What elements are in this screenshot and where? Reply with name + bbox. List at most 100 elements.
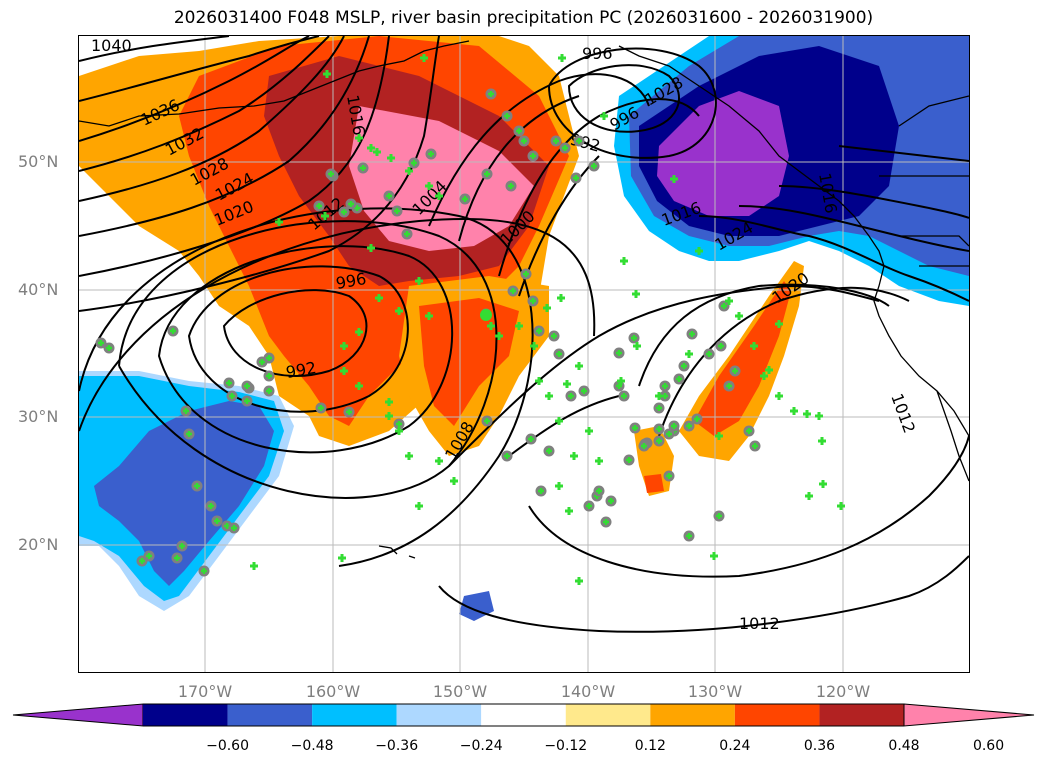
station-plus-marker	[405, 452, 413, 460]
station-plus-marker	[316, 203, 322, 209]
colorbar-tick-label: −0.36	[375, 738, 419, 754]
station-plus-marker	[641, 443, 647, 449]
station-plus-marker	[266, 373, 272, 379]
station-plus-marker	[387, 154, 395, 162]
station-plus-marker	[386, 193, 392, 199]
colorbar-swatch	[734, 704, 820, 726]
station-plus-marker	[671, 423, 677, 429]
station-plus-marker	[530, 153, 536, 159]
station-plus-marker	[521, 138, 527, 144]
station-plus-marker	[536, 328, 542, 334]
station-plus-marker	[415, 277, 423, 285]
station-plus-marker	[338, 554, 346, 562]
station-plus-marker	[450, 477, 458, 485]
station-plus-marker	[555, 482, 563, 490]
station-plus-marker	[323, 70, 331, 78]
station-plus-marker	[750, 342, 758, 350]
station-plus-marker	[508, 183, 514, 189]
station-plus-marker	[340, 367, 348, 375]
lon-label-140w: 140°W	[560, 682, 616, 701]
coastlines	[79, 40, 969, 559]
station-plus-marker	[208, 503, 214, 509]
station-plus-marker	[484, 171, 490, 177]
station-plus-marker	[600, 112, 608, 120]
station-plus-marker	[626, 457, 632, 463]
station-plus-marker	[837, 502, 845, 510]
station-plus-marker	[573, 175, 579, 181]
station-plus-marker	[355, 382, 363, 390]
station-plus-marker	[484, 418, 490, 424]
station-plus-marker	[570, 452, 578, 460]
baja	[936, 390, 969, 482]
station-plus-marker	[686, 533, 692, 539]
station-plus-marker	[367, 144, 375, 152]
station-plus-marker	[608, 498, 614, 504]
station-plus-marker	[565, 507, 573, 515]
station-plus-marker	[174, 555, 180, 561]
hawaii	[378, 545, 416, 559]
station-plus-marker	[545, 392, 553, 400]
station-plus-marker	[555, 417, 563, 425]
station-plus-marker	[603, 519, 609, 525]
station-plus-marker	[194, 483, 200, 489]
station-plus-marker	[488, 91, 494, 97]
station-plus-marker	[231, 525, 237, 531]
station-plus-marker	[725, 297, 733, 305]
station-plus-marker	[425, 312, 433, 320]
colorbar-tick-label: 0.12	[634, 738, 666, 754]
station-plus-marker	[760, 372, 768, 380]
station-plus-marker	[318, 405, 324, 411]
station-plus-marker	[535, 377, 543, 385]
station-plus-marker	[355, 134, 363, 142]
isobar-label-1040: 1040	[91, 36, 132, 55]
colorbar-swatch	[565, 704, 651, 726]
station-plus-marker	[462, 196, 468, 202]
station-plus-marker	[530, 298, 536, 304]
neg-purple	[657, 91, 789, 216]
colorbar-tick-label: −0.24	[459, 738, 503, 754]
station-plus-marker	[694, 416, 700, 422]
colorbar-arrow-high	[903, 703, 1035, 727]
station-plus-marker	[746, 428, 752, 434]
station-plus-marker	[575, 577, 583, 585]
station-plus-marker	[765, 366, 773, 374]
station-plus-marker	[340, 342, 348, 350]
station-plus-marker	[726, 383, 732, 389]
na-west-coast	[838, 200, 969, 437]
station-plus-marker	[775, 320, 783, 328]
colorbar-swatch	[143, 704, 228, 726]
isobar-label-996-top: 996	[582, 44, 613, 63]
station-plus-marker	[775, 392, 783, 400]
station-plus-marker	[523, 271, 529, 277]
station-plus-marker	[528, 436, 534, 442]
station-plus-marker	[686, 423, 692, 429]
lon-label-130w: 130°W	[687, 682, 743, 701]
colorbar-swatch	[819, 704, 904, 726]
map-panel[interactable]: 1040 1036 1032 1028 1024 1020 1016 1012 …	[79, 36, 969, 672]
colorbar-tick-label: 0.24	[719, 738, 751, 754]
isobar-label-1012-r: 1012	[887, 391, 919, 436]
station-plus-marker	[425, 182, 433, 190]
station-plus-marker	[616, 383, 622, 389]
sw-royal	[94, 401, 274, 586]
lon-label-160w: 160°W	[305, 682, 361, 701]
station-plus-marker	[367, 244, 375, 252]
station-plus-marker	[721, 303, 727, 309]
station-plus-marker	[487, 322, 495, 330]
station-plus-marker	[732, 368, 738, 374]
station-plus-marker	[328, 171, 334, 177]
station-plus-marker	[266, 388, 272, 394]
station-plus-marker	[633, 342, 641, 350]
colorbar-tick-label: −0.60	[206, 738, 249, 754]
station-plus-marker	[670, 175, 678, 183]
station-plus-marker	[655, 392, 663, 400]
station-plus-marker	[346, 409, 352, 415]
isobars	[79, 36, 969, 633]
station-plus-marker	[568, 393, 574, 399]
lat-label-40n: 40°N	[18, 280, 59, 299]
map-canvas: 1040 1036 1032 1028 1024 1020 1016 1012 …	[79, 36, 969, 672]
station-plus-marker	[259, 359, 265, 365]
station-plus-marker	[735, 312, 743, 320]
station-plus-marker	[495, 332, 503, 340]
colorbar-tick-label: −0.48	[290, 738, 334, 754]
